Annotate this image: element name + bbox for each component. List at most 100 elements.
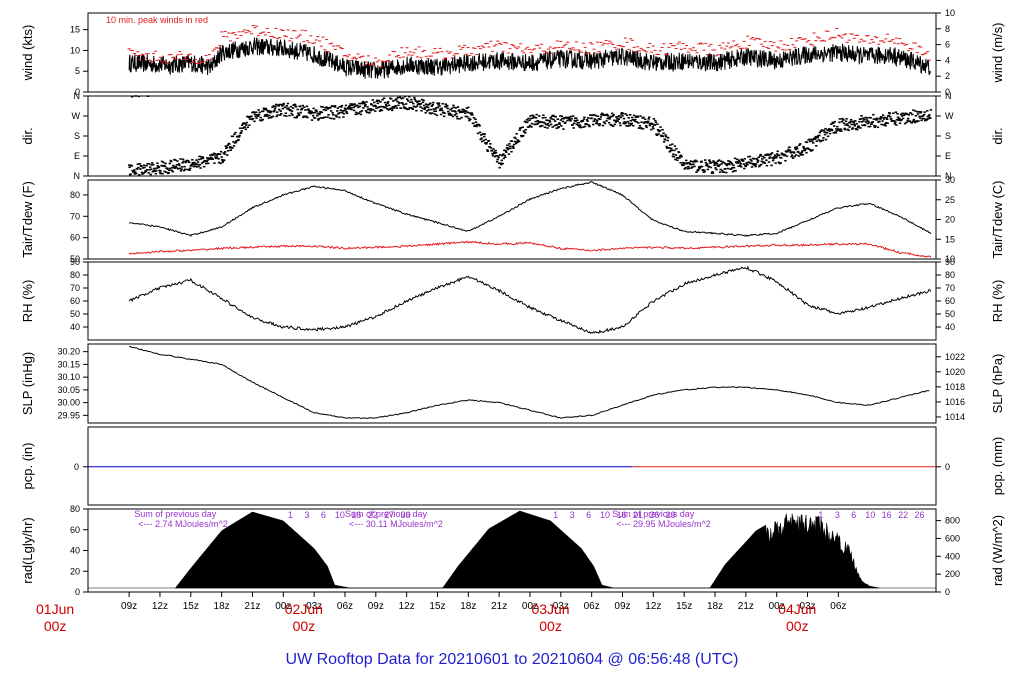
y-tick-label-left: N [74,171,81,181]
y-tick-label-right: 1022 [945,352,965,362]
y-tick-label-right: 1020 [945,367,965,377]
x-tick-label: 03z [799,601,815,612]
radiation-hour-mark: 1 [288,510,293,520]
x-tick-label: 06z [830,601,846,612]
panel-slp: SLP (inHg) SLP (hPa) 29.95 30.00 30.05 30.10 3… [20,343,1005,424]
y-tick-label-left: 80 [70,504,80,514]
x-tick-label: 09z [121,601,137,612]
y-tick-label-left: 0 [74,462,79,472]
y-tick-label-right: 8 [945,24,950,34]
y-tick-label-right: E [945,151,951,161]
x-tick-label: 21z [738,601,754,612]
y-tick-label-right: 10 [945,254,955,264]
y-tick-label-left: 29.95 [57,410,80,420]
y-tick-label-left: 0 [75,587,80,597]
panel-frame [87,261,937,341]
y-tick-label-right: N [945,171,952,181]
x-tick-label: 15z [676,601,692,612]
chart-title: UW Rooftop Data for 20210601 to 20210604… [286,651,739,668]
radiation-hour-mark: 16 [882,510,892,520]
radiation-hour-mark: 1 [818,510,823,520]
radiation-hour-mark: 3 [835,510,840,520]
y-tick-label-right: S [945,131,951,141]
y-tick-label-right: 800 [945,516,960,526]
date-label-day: 01Jun [36,601,74,617]
x-tick-label: 12z [645,601,661,612]
date-label-time: 00z [539,618,562,634]
y-tick-label-right: 200 [945,569,960,579]
panel-rh: RH (%) RH (%) 40 50 60 70 80 90 40 50 60 70 80 90 [20,257,1005,341]
y-tick-label-right: 400 [945,551,960,561]
y-tick-label-left: 30.00 [57,398,80,408]
y-tick-label-left: 80 [70,270,80,280]
y-tick-label-right: 1018 [945,382,965,392]
wind-series-line [128,37,931,79]
y-tick-label-left: 40 [70,322,80,332]
x-tick-label: 06z [337,601,353,612]
y-tick-label-left: 90 [70,257,80,267]
y-tick-label-right: 0 [945,587,950,597]
y-axis-label-left: wind (kts) [20,25,35,82]
x-tick-label: 12z [399,601,415,612]
panel-precip: pcp. (in) pcp. (mm) 0 0 [20,426,1005,506]
x-tick-label: 09z [368,601,384,612]
panel-radiation: rad(Lgly/hr) rad (W/m^2)02040608002004006… [20,504,1005,597]
y-tick-label-left: 40 [70,546,80,556]
radiation-hour-mark: 6 [851,510,856,520]
y-tick-label-right: W [945,111,954,121]
panel-frame [87,426,937,506]
y-tick-label-right: 40 [945,322,955,332]
wind-annotation: 10 min. peak winds in red [106,15,208,25]
radiation-sum-value: <--- 30.11 MJoules/m^2 [349,519,443,529]
y-tick-label-right: 1016 [945,397,965,407]
x-tick-label: 03z [306,601,322,612]
y-tick-label-right: 15 [945,234,955,244]
radiation-hour-mark: 3 [304,510,309,520]
y-axis-label-left: rad(Lgly/hr) [20,517,35,583]
panel-frame [87,12,937,93]
y-tick-label-left: S [74,131,80,141]
radiation-hour-mark: 16 [351,510,361,520]
y-tick-label-right: 90 [945,257,955,267]
y-axis-label-right: Tair/Tdew (C) [990,180,1005,258]
y-tick-label-right: 20 [945,215,955,225]
x-tick-label: 09z [614,601,630,612]
panel-wind: wind (kts) wind (m/s) 0 5 10 15 0 2 4 6 8 10 10 min.… [20,8,1005,97]
y-axis-label-right: RH (%) [990,280,1005,323]
date-label-day: 03Jun [531,601,569,617]
y-axis-label-right: pcp. (mm) [990,437,1005,496]
radiation-hour-mark: 6 [586,510,591,520]
y-tick-label-left: 50 [70,309,80,319]
x-tick-label: 03z [553,601,569,612]
y-tick-label-right: 10 [945,8,955,18]
radiation-hour-mark: 22 [898,510,908,520]
y-tick-label-left: 20 [70,566,80,576]
y-tick-label-right: N [945,91,952,101]
y-tick-label-left: 30.15 [57,359,80,369]
y-tick-label-right: 60 [945,296,955,306]
radiation-sum-value: <--- 29.95 MJoules/m^2 [616,519,711,529]
date-label-time: 00z [44,618,67,634]
radiation-hour-mark: 6 [321,510,326,520]
y-tick-label-left: 60 [70,525,80,535]
y-axis-label-right: wind (m/s) [990,23,1005,84]
radiation-hour-mark: 10 [335,510,345,520]
y-axis-label-right: dir. [990,127,1005,144]
panel-frame [87,179,937,260]
y-tick-label-left: 10 [70,45,80,55]
y-tick-label-right: 80 [945,270,955,280]
x-tick-label: 21z [491,601,507,612]
date-label-day: 02Jun [285,601,323,617]
y-tick-label-right: 25 [945,195,955,205]
x-tick-label: 18z [460,601,476,612]
y-tick-label-left: W [72,111,81,121]
y-axis-label-left: pcp. (in) [20,443,35,490]
x-tick-label: 21z [244,601,260,612]
x-tick-label: 00z [522,601,538,612]
y-tick-label-right: 6 [945,40,950,50]
radiation-hour-mark: 10 [600,510,610,520]
panel-temperature: Tair/Tdew (F) Tair/Tdew (C) 50 60 70 80 10 15 20… [20,175,1005,264]
